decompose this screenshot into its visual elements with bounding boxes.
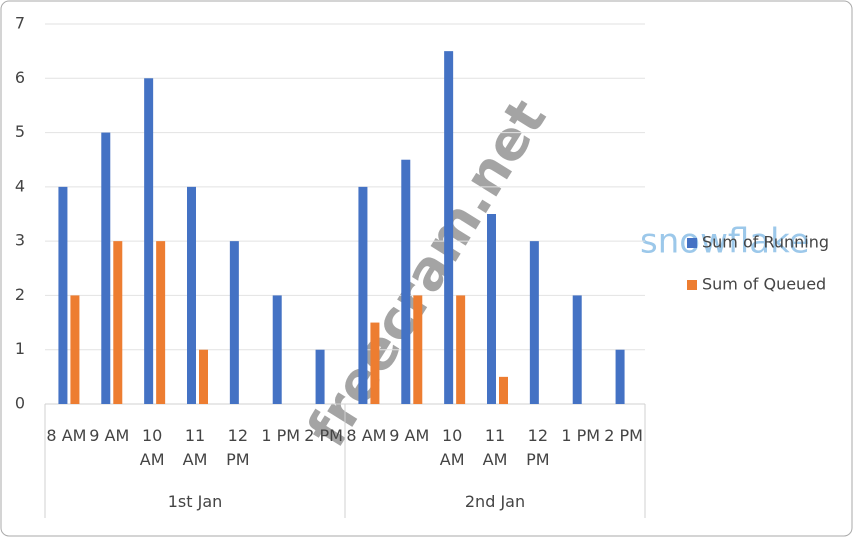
bar bbox=[499, 376, 508, 404]
bar bbox=[401, 159, 411, 404]
x-tick-label: 11 AM bbox=[482, 426, 508, 469]
x-tick-label: 10 AM bbox=[439, 426, 465, 469]
bar bbox=[199, 349, 208, 404]
y-tick-label: 6 bbox=[15, 68, 25, 87]
x-tick-label: 1 PM bbox=[261, 426, 301, 445]
x-tick-label: 2 PM bbox=[604, 426, 643, 445]
bar bbox=[113, 241, 123, 404]
group-label: 2nd Jan bbox=[464, 492, 526, 511]
x-tick-label: 8 AM bbox=[346, 426, 387, 445]
logo-text: snowflake bbox=[640, 222, 810, 262]
bar bbox=[156, 241, 166, 404]
bar bbox=[456, 295, 466, 404]
x-tick-label: 12 PM bbox=[526, 426, 550, 469]
bar bbox=[487, 214, 496, 404]
y-tick-label: 2 bbox=[15, 285, 25, 304]
bar bbox=[315, 349, 325, 404]
x-tick-label: 8 AM bbox=[46, 426, 87, 445]
bar bbox=[70, 295, 80, 404]
y-tick-label: 3 bbox=[15, 231, 25, 250]
legend-label: Sum of Queued bbox=[702, 275, 826, 294]
watermark: freecram.net bbox=[295, 88, 558, 457]
bar bbox=[370, 322, 380, 404]
bar bbox=[229, 241, 239, 404]
bar bbox=[101, 132, 111, 405]
bar bbox=[572, 295, 582, 404]
bar bbox=[444, 51, 454, 405]
y-tick-label: 7 bbox=[15, 14, 25, 33]
x-tick-label: 9 AM bbox=[89, 426, 130, 445]
x-tick-label: 1 PM bbox=[561, 426, 601, 445]
bar bbox=[187, 186, 196, 404]
bar bbox=[529, 241, 539, 404]
y-tick-label: 4 bbox=[15, 176, 25, 195]
bar bbox=[413, 295, 423, 404]
x-tick-label: 11 AM bbox=[182, 426, 208, 469]
x-tick-label: 2 PM bbox=[304, 426, 343, 445]
x-tick-label: 9 AM bbox=[389, 426, 430, 445]
bar bbox=[358, 186, 368, 404]
x-tick-label: 12 PM bbox=[226, 426, 250, 469]
bar bbox=[58, 186, 68, 404]
legend-swatch bbox=[687, 280, 697, 290]
group-label: 1st Jan bbox=[167, 492, 223, 511]
bar bbox=[615, 349, 625, 404]
bar bbox=[272, 295, 282, 404]
y-tick-label: 5 bbox=[15, 122, 25, 141]
legend-label: Sum of Running bbox=[702, 233, 829, 252]
legend-swatch bbox=[687, 238, 697, 248]
y-tick-label: 0 bbox=[15, 394, 25, 413]
bar bbox=[144, 78, 154, 405]
x-tick-label: 10 AM bbox=[139, 426, 165, 469]
y-tick-label: 1 bbox=[15, 339, 25, 358]
